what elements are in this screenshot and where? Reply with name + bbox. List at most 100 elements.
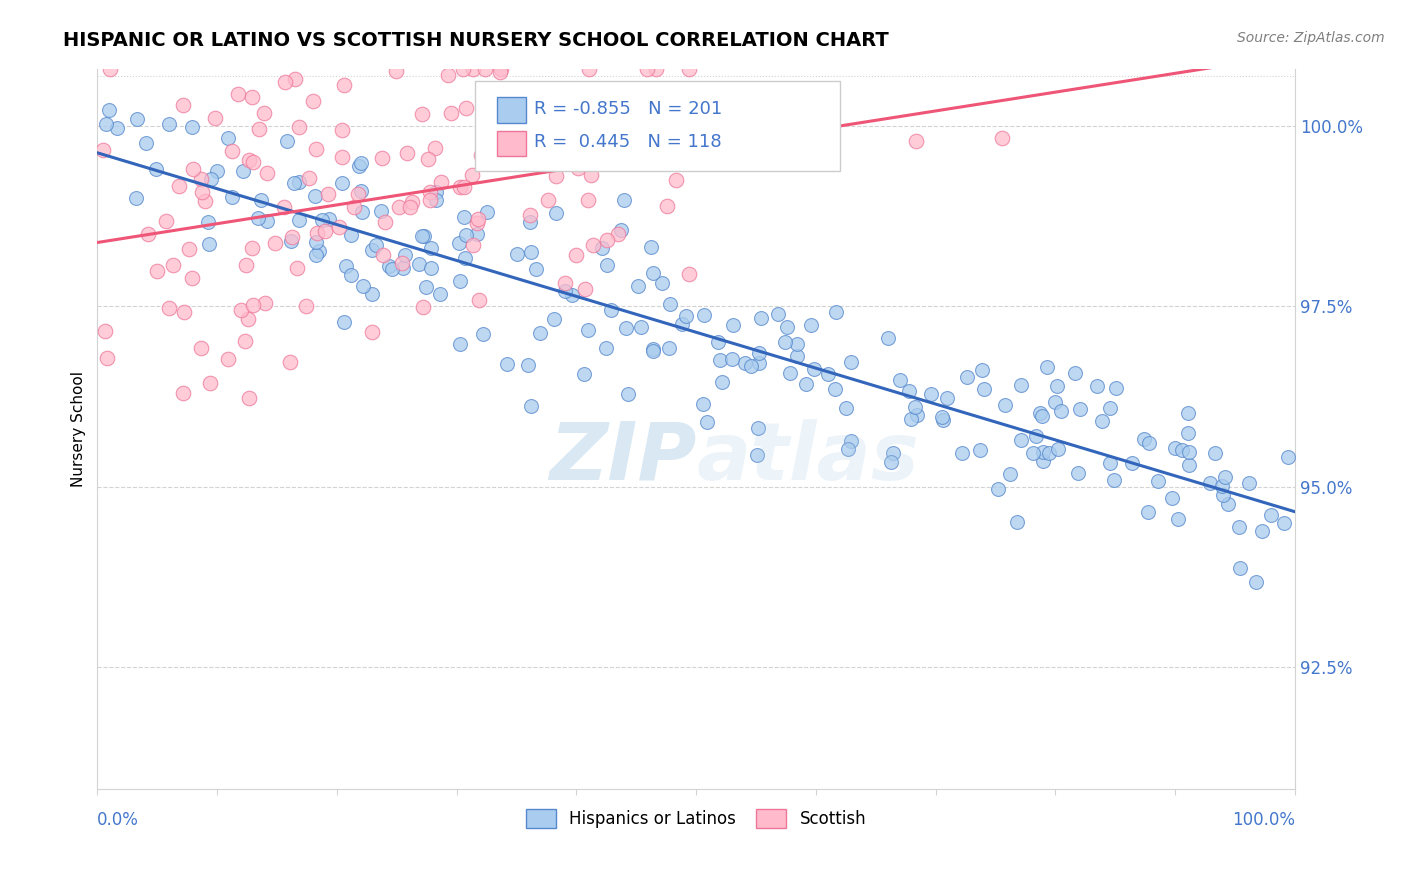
Point [720, 351, 742, 366]
Point [308, 244, 330, 259]
Point [1213, 470, 1236, 484]
Point [204, 111, 226, 125]
Point [105, 120, 128, 135]
Point [314, 224, 336, 238]
Point [786, 349, 808, 363]
Point [256, 213, 278, 227]
Point [316, 186, 339, 201]
Text: 100.0%: 100.0% [1232, 811, 1295, 829]
Point [416, 152, 439, 166]
Point [800, 318, 823, 333]
FancyBboxPatch shape [498, 97, 526, 122]
Point [1085, 379, 1108, 393]
Point [544, 205, 567, 219]
Point [350, 155, 373, 169]
Point [172, 386, 194, 401]
Point [295, 299, 318, 313]
Point [232, 164, 254, 178]
Point [1199, 476, 1222, 491]
Point [817, 367, 839, 381]
Point [775, 320, 797, 334]
Point [437, 69, 460, 83]
Point [475, 205, 498, 219]
Point [537, 193, 560, 207]
Point [1164, 441, 1187, 455]
Point [330, 176, 353, 190]
Text: 0.0%: 0.0% [97, 811, 139, 829]
Point [889, 373, 911, 387]
Point [1043, 395, 1066, 409]
Point [709, 352, 731, 367]
Point [238, 391, 260, 405]
Point [318, 212, 340, 227]
Point [1211, 479, 1233, 493]
Point [898, 384, 921, 399]
Point [470, 148, 492, 162]
Point [330, 150, 353, 164]
Point [600, 302, 623, 317]
Point [465, 227, 488, 241]
Point [145, 161, 167, 176]
Point [1272, 516, 1295, 530]
Point [200, 376, 222, 390]
Point [1032, 454, 1054, 468]
Point [430, 175, 453, 189]
Point [461, 238, 484, 252]
Point [412, 300, 434, 314]
Point [280, 235, 302, 249]
Point [298, 171, 321, 186]
Point [415, 280, 437, 294]
Point [394, 248, 416, 262]
Point [920, 387, 942, 401]
Point [440, 106, 463, 120]
Point [636, 62, 658, 76]
Point [658, 296, 681, 310]
Point [554, 276, 576, 290]
Point [263, 236, 285, 251]
Point [420, 260, 443, 275]
Point [543, 312, 565, 326]
Point [574, 282, 596, 296]
Point [162, 259, 184, 273]
Point [385, 63, 408, 78]
Point [454, 227, 477, 242]
Point [125, 191, 148, 205]
Point [1178, 445, 1201, 459]
Point [284, 71, 307, 86]
Point [381, 262, 404, 277]
Point [240, 90, 263, 104]
Point [305, 142, 328, 156]
Point [330, 123, 353, 137]
Point [96, 351, 118, 366]
Point [226, 87, 249, 102]
Point [221, 190, 243, 204]
Point [333, 78, 356, 93]
Point [1032, 445, 1054, 459]
Point [197, 215, 219, 229]
Point [169, 179, 191, 194]
Point [641, 266, 664, 280]
Point [451, 62, 474, 76]
Point [304, 189, 326, 203]
Point [710, 375, 733, 389]
Point [391, 256, 413, 270]
Point [378, 259, 401, 273]
Point [665, 173, 688, 187]
Point [1028, 406, 1050, 420]
Point [411, 228, 433, 243]
Point [425, 186, 447, 200]
Point [627, 279, 650, 293]
Point [460, 169, 482, 183]
Point [454, 251, 477, 265]
Point [564, 248, 586, 262]
Point [273, 200, 295, 214]
Point [987, 482, 1010, 496]
Point [510, 133, 533, 147]
Point [305, 235, 328, 250]
Point [645, 62, 668, 76]
Point [576, 323, 599, 337]
Point [250, 193, 273, 207]
Point [429, 287, 451, 301]
Point [307, 226, 329, 240]
Point [419, 194, 441, 208]
